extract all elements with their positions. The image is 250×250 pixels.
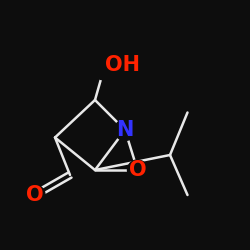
Circle shape [114, 120, 136, 141]
Circle shape [25, 185, 45, 205]
Text: OH: OH [105, 55, 140, 75]
Text: N: N [116, 120, 134, 140]
Text: O: O [26, 185, 44, 205]
Circle shape [90, 50, 120, 80]
Circle shape [128, 160, 148, 180]
Text: O: O [129, 160, 146, 180]
